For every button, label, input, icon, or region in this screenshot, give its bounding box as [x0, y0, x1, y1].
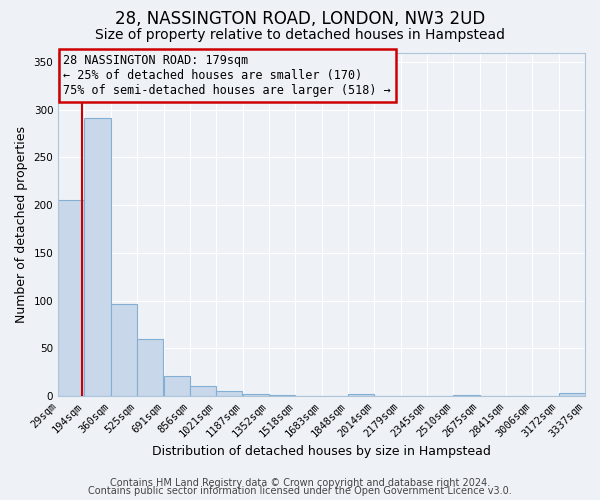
- Bar: [111, 304, 137, 396]
- Bar: [242, 394, 269, 396]
- Bar: [269, 395, 295, 396]
- Bar: [216, 392, 242, 396]
- Bar: [58, 200, 85, 396]
- Text: Contains public sector information licensed under the Open Government Licence v3: Contains public sector information licen…: [88, 486, 512, 496]
- X-axis label: Distribution of detached houses by size in Hampstead: Distribution of detached houses by size …: [152, 444, 491, 458]
- Bar: [190, 386, 216, 396]
- Bar: [453, 395, 479, 396]
- Bar: [348, 394, 374, 396]
- Bar: [559, 393, 585, 396]
- Text: Size of property relative to detached houses in Hampstead: Size of property relative to detached ho…: [95, 28, 505, 42]
- Y-axis label: Number of detached properties: Number of detached properties: [15, 126, 28, 323]
- Bar: [85, 118, 111, 396]
- Bar: [137, 339, 163, 396]
- Bar: [164, 376, 190, 396]
- Text: 28, NASSINGTON ROAD, LONDON, NW3 2UD: 28, NASSINGTON ROAD, LONDON, NW3 2UD: [115, 10, 485, 28]
- Text: Contains HM Land Registry data © Crown copyright and database right 2024.: Contains HM Land Registry data © Crown c…: [110, 478, 490, 488]
- Text: 28 NASSINGTON ROAD: 179sqm
← 25% of detached houses are smaller (170)
75% of sem: 28 NASSINGTON ROAD: 179sqm ← 25% of deta…: [64, 54, 391, 97]
